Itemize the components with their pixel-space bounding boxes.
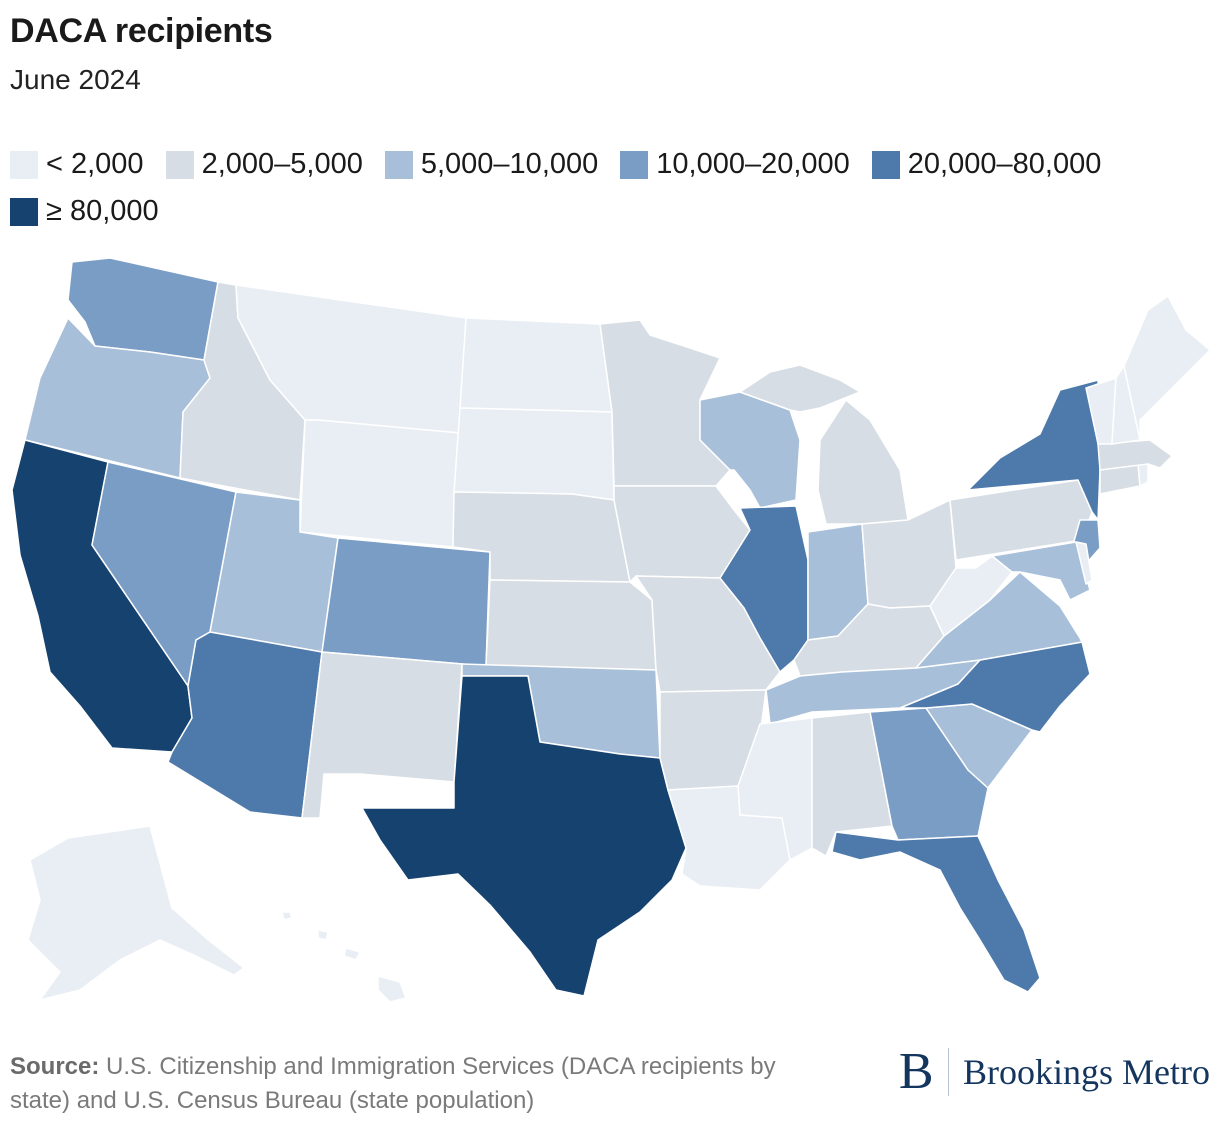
state-il[interactable] — [719, 505, 809, 673]
legend-item-ge80000: ≥ 80,000 — [10, 195, 159, 228]
legend: < 2,000 2,000–5,000 5,000–10,000 10,000–… — [10, 148, 1210, 228]
state-ks[interactable] — [485, 579, 657, 671]
legend-swatch — [871, 150, 900, 179]
brand-name: Brookings Metro — [963, 1052, 1210, 1092]
legend-label: 2,000–5,000 — [201, 148, 363, 180]
state-ri[interactable] — [1137, 463, 1149, 487]
state-nc[interactable] — [899, 641, 1091, 733]
state-mi[interactable] — [817, 399, 909, 525]
legend-item-2000-5000: 2,000–5,000 — [165, 148, 363, 181]
legend-item-10000-20000: 10,000–20,000 — [620, 148, 850, 181]
state-wy[interactable] — [299, 419, 461, 548]
state-fl[interactable] — [831, 831, 1041, 993]
brand-letter: B — [898, 1043, 934, 1100]
state-ma[interactable] — [1097, 439, 1173, 471]
map-subtitle: June 2024 — [10, 64, 141, 95]
map-title: DACA recipients — [10, 12, 273, 50]
legend-item-lt2000: < 2,000 — [10, 148, 144, 181]
source-label: Source: — [10, 1053, 100, 1080]
state-mi-up[interactable] — [739, 364, 861, 413]
legend-label: ≥ 80,000 — [46, 195, 159, 227]
legend-item-5000-10000: 5,000–10,000 — [384, 148, 599, 181]
state-nd[interactable] — [459, 317, 613, 413]
state-me[interactable] — [1123, 295, 1211, 441]
legend-swatch — [165, 150, 194, 179]
legend-label: 20,000–80,000 — [907, 148, 1102, 180]
source-note: Source: U.S. Citizenship and Immigration… — [10, 1050, 830, 1118]
state-ak[interactable] — [27, 825, 245, 1001]
legend-swatch — [384, 150, 413, 179]
legend-swatch — [620, 150, 649, 179]
us-choropleth-map — [11, 257, 1211, 1003]
state-de[interactable] — [1075, 541, 1093, 585]
brand-divider — [947, 1048, 949, 1096]
legend-swatch — [10, 150, 38, 179]
legend-label: 10,000–20,000 — [656, 148, 850, 180]
state-hi[interactable] — [281, 911, 407, 1003]
legend-swatch — [10, 197, 38, 226]
legend-label: < 2,000 — [46, 148, 144, 180]
legend-label: 5,000–10,000 — [420, 148, 599, 180]
brand-logo: B Brookings Metro — [899, 1046, 1210, 1098]
legend-item-20000-80000: 20,000–80,000 — [871, 148, 1102, 181]
state-co[interactable] — [321, 537, 491, 667]
state-sd[interactable] — [453, 407, 615, 501]
source-text: U.S. Citizenship and Immigration Service… — [10, 1053, 776, 1114]
state-tx[interactable] — [361, 675, 687, 997]
state-nm[interactable] — [301, 651, 463, 819]
